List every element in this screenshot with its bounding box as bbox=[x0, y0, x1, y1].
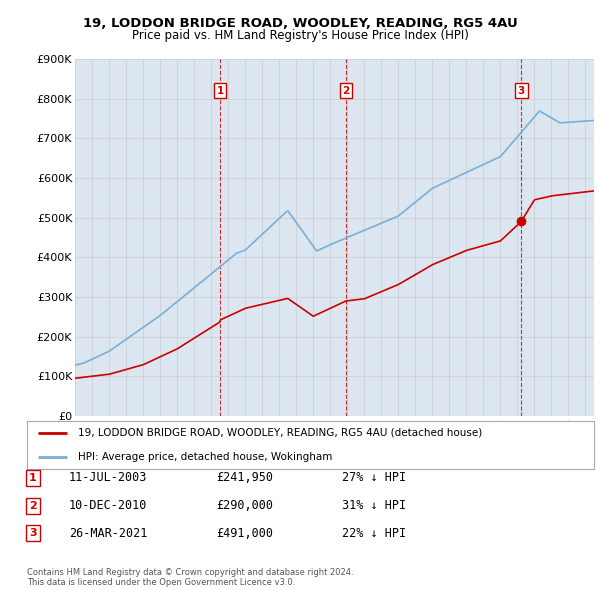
Text: £290,000: £290,000 bbox=[216, 499, 273, 512]
Text: 1: 1 bbox=[29, 473, 37, 483]
Text: HPI: Average price, detached house, Wokingham: HPI: Average price, detached house, Woki… bbox=[78, 452, 332, 462]
Text: £241,950: £241,950 bbox=[216, 471, 273, 484]
Text: 19, LODDON BRIDGE ROAD, WOODLEY, READING, RG5 4AU: 19, LODDON BRIDGE ROAD, WOODLEY, READING… bbox=[83, 17, 517, 30]
Text: 3: 3 bbox=[29, 529, 37, 538]
Text: 1: 1 bbox=[217, 86, 224, 96]
Text: 3: 3 bbox=[518, 86, 525, 96]
Text: 2: 2 bbox=[343, 86, 350, 96]
Text: 26-MAR-2021: 26-MAR-2021 bbox=[69, 527, 148, 540]
Text: Contains HM Land Registry data © Crown copyright and database right 2024.
This d: Contains HM Land Registry data © Crown c… bbox=[27, 568, 353, 587]
Text: 19, LODDON BRIDGE ROAD, WOODLEY, READING, RG5 4AU (detached house): 19, LODDON BRIDGE ROAD, WOODLEY, READING… bbox=[78, 428, 482, 438]
Text: 27% ↓ HPI: 27% ↓ HPI bbox=[342, 471, 406, 484]
Text: Price paid vs. HM Land Registry's House Price Index (HPI): Price paid vs. HM Land Registry's House … bbox=[131, 29, 469, 42]
Text: 10-DEC-2010: 10-DEC-2010 bbox=[69, 499, 148, 512]
Text: 31% ↓ HPI: 31% ↓ HPI bbox=[342, 499, 406, 512]
Text: 2: 2 bbox=[29, 501, 37, 510]
Text: 22% ↓ HPI: 22% ↓ HPI bbox=[342, 527, 406, 540]
Text: £491,000: £491,000 bbox=[216, 527, 273, 540]
Text: 11-JUL-2003: 11-JUL-2003 bbox=[69, 471, 148, 484]
